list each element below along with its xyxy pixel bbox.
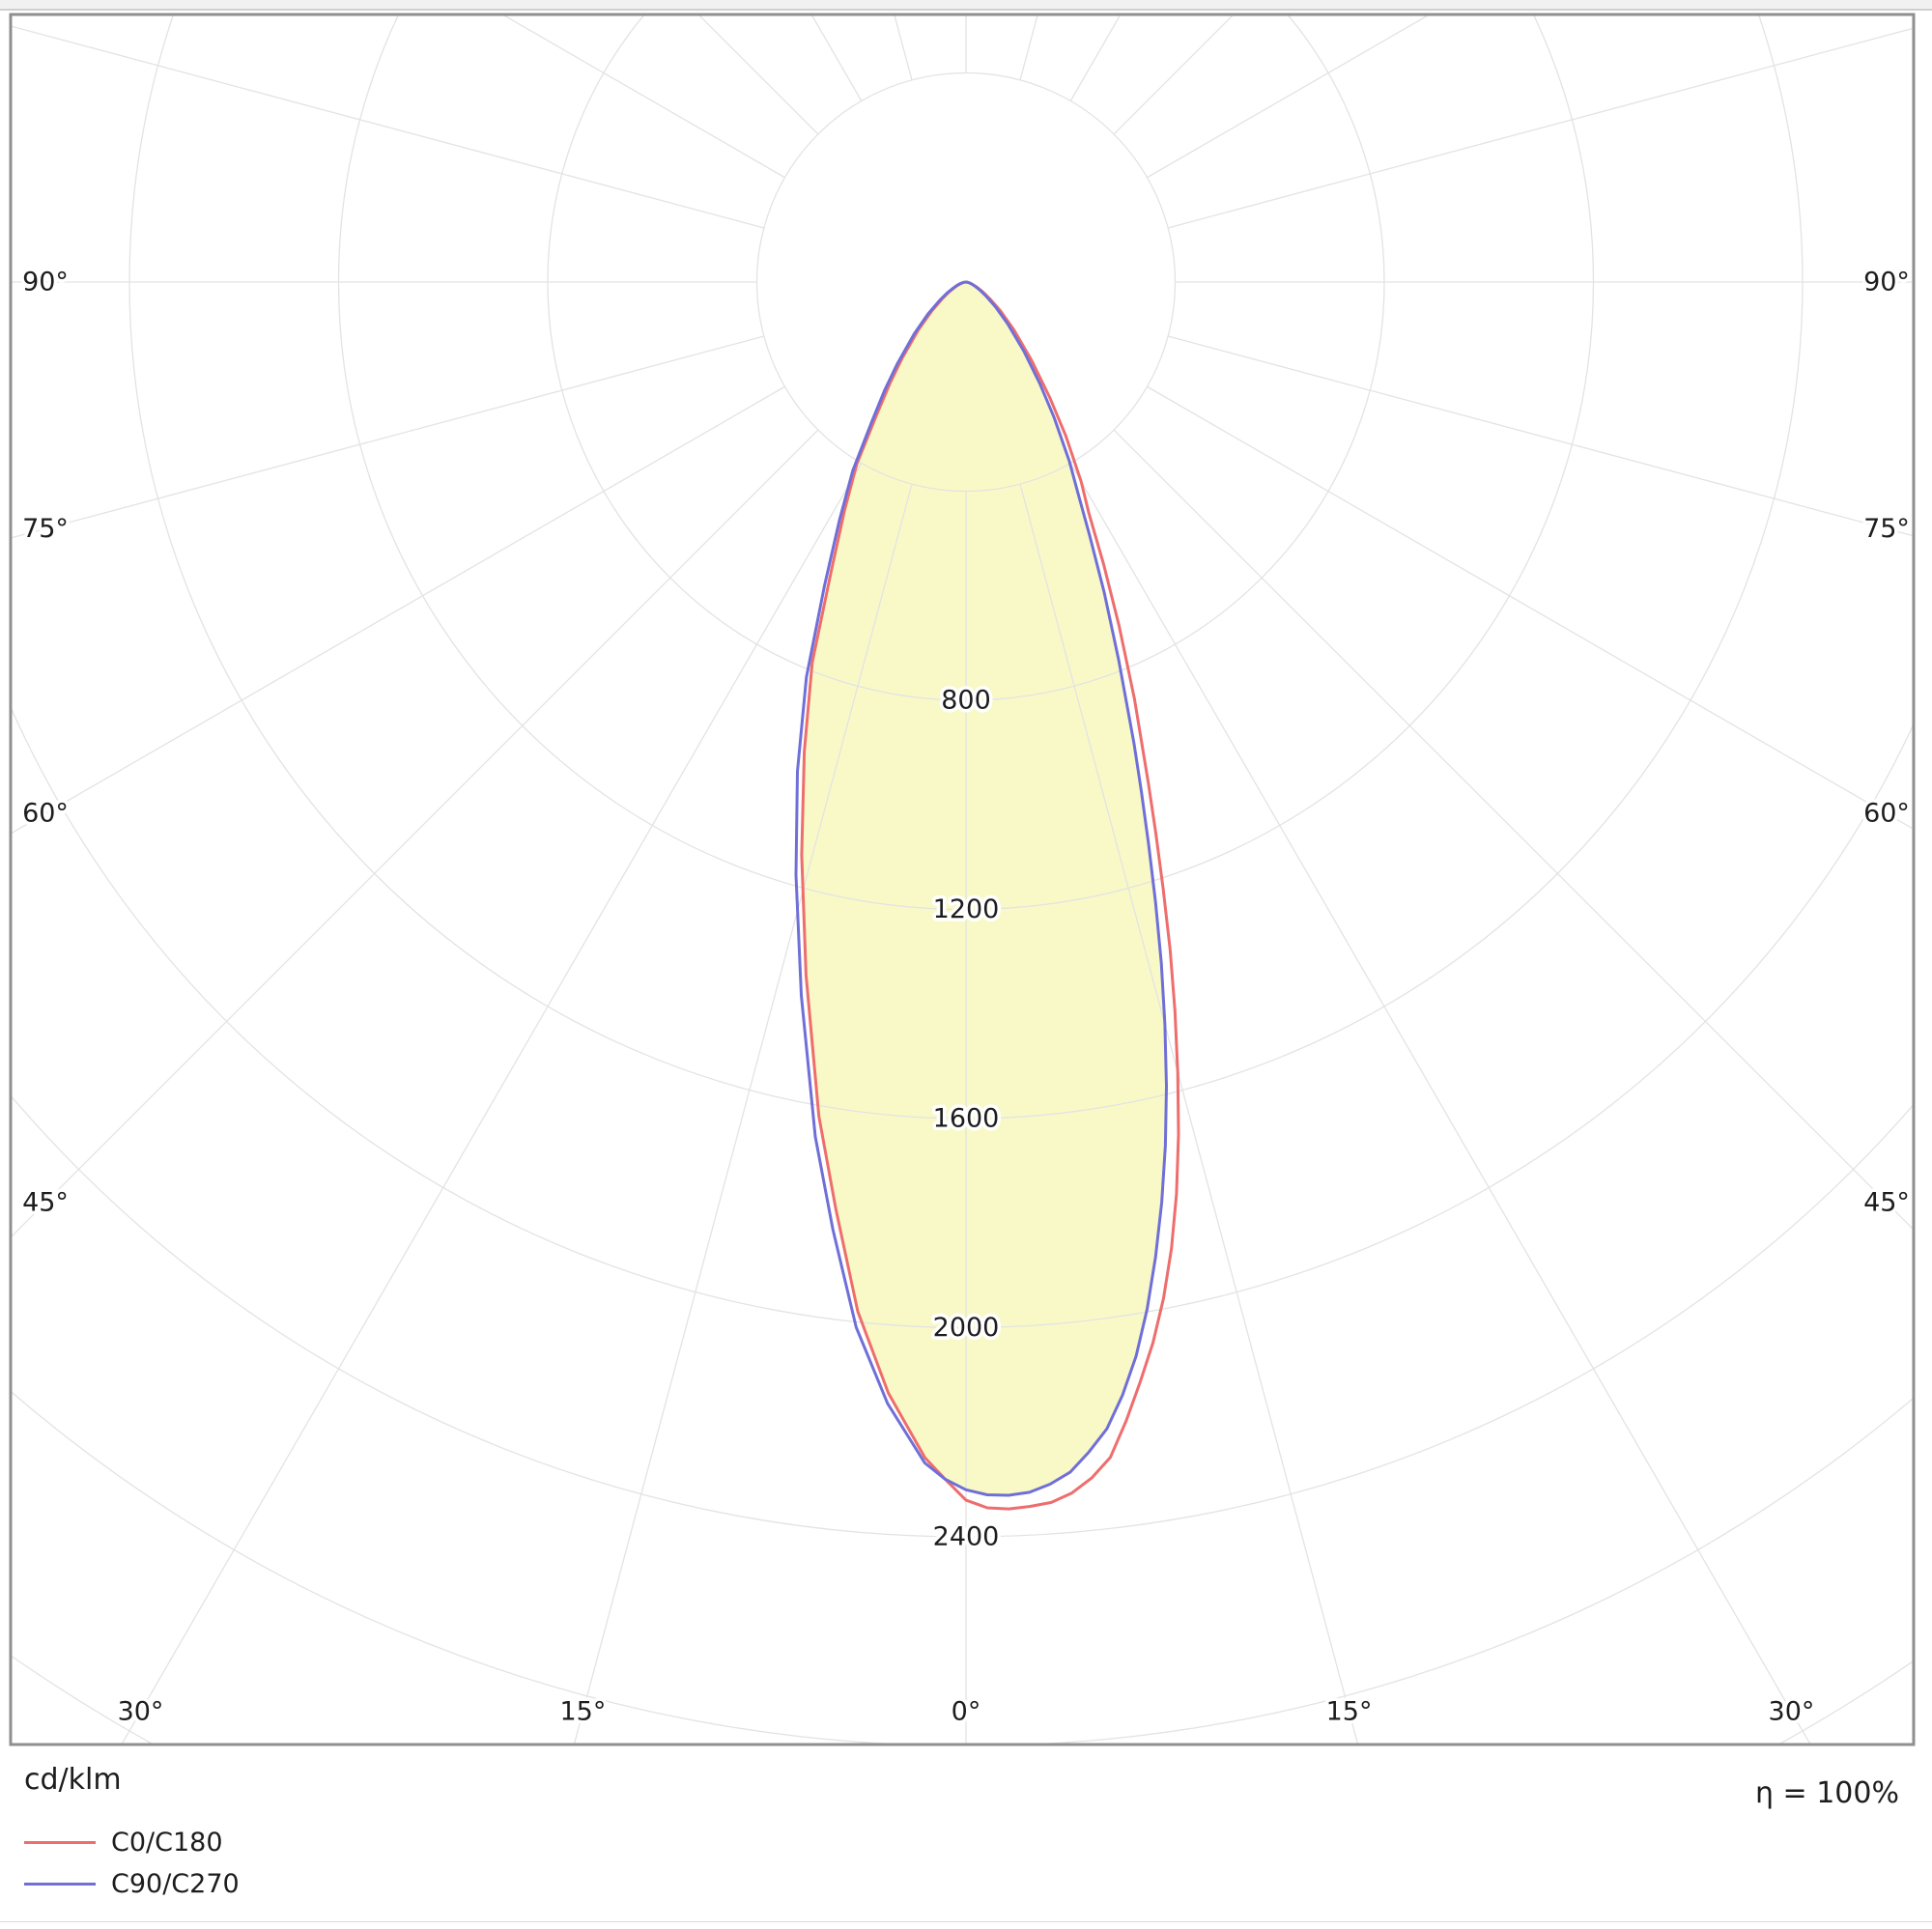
radial-tick-label-800: 800 (941, 686, 991, 716)
legend-item-c0-c180: C0/C180 (24, 1827, 223, 1858)
angle-label-left-60: 60° (22, 799, 69, 829)
polar-grid-spoke (11, 25, 765, 229)
angle-label-right-75: 75° (1863, 514, 1910, 544)
window-bottom-edge (0, 1921, 1932, 1922)
legend-label-c0-c180: C0/C180 (111, 1827, 223, 1858)
angle-label-left-90: 90° (22, 268, 69, 298)
angle-label-bottom-2: 0° (952, 1697, 981, 1727)
legend-label-c90-c270: C90/C270 (111, 1868, 240, 1899)
radial-tick-label-1200: 1200 (933, 894, 1000, 924)
polar-grid-spoke (11, 385, 785, 835)
angle-label-bottom-0: 30° (118, 1697, 164, 1727)
polar-grid-spoke (121, 463, 863, 1745)
polar-grid-spoke (573, 483, 913, 1745)
light-output-ratio-label: η = 100% (1755, 1776, 1899, 1810)
polar-grid-spoke (11, 335, 765, 539)
polar-grid-spoke (1069, 463, 1811, 1745)
radial-tick-label-2400: 2400 (933, 1522, 1000, 1552)
radial-tick-label-2000: 2000 (933, 1313, 1000, 1343)
angle-label-right-90: 90° (1863, 268, 1910, 298)
polar-grid-spoke (11, 429, 819, 1238)
beam-fill-area (801, 282, 1167, 1495)
legend-line-c90-c270 (24, 1882, 96, 1886)
polar-grid-spoke (1167, 335, 1914, 537)
polar-grid-spoke (1113, 429, 1914, 1231)
curve-c0-c180 (800, 280, 1180, 1511)
angle-label-right-60: 60° (1863, 799, 1910, 829)
polar-grid-spoke (1019, 483, 1359, 1745)
radial-tick-label-1600: 1600 (933, 1104, 1000, 1134)
angle-label-left-45: 45° (22, 1188, 69, 1218)
legend-line-c0-c180 (24, 1840, 96, 1844)
unit-label: cd/klm (24, 1763, 122, 1797)
angle-label-right-45: 45° (1863, 1188, 1910, 1218)
angle-label-bottom-1: 15° (560, 1697, 607, 1727)
chart-frame (9, 13, 1916, 1746)
angle-label-left-75: 75° (22, 514, 69, 544)
polar-grid-spoke (1147, 385, 1914, 831)
legend-item-c90-c270: C90/C270 (24, 1868, 240, 1899)
window-top-edge (0, 0, 1932, 11)
curve-c90-c270 (794, 280, 1168, 1497)
angle-label-bottom-3: 15° (1326, 1697, 1373, 1727)
angle-label-bottom-4: 30° (1769, 1697, 1815, 1727)
polar-grid-spoke (1167, 27, 1914, 229)
